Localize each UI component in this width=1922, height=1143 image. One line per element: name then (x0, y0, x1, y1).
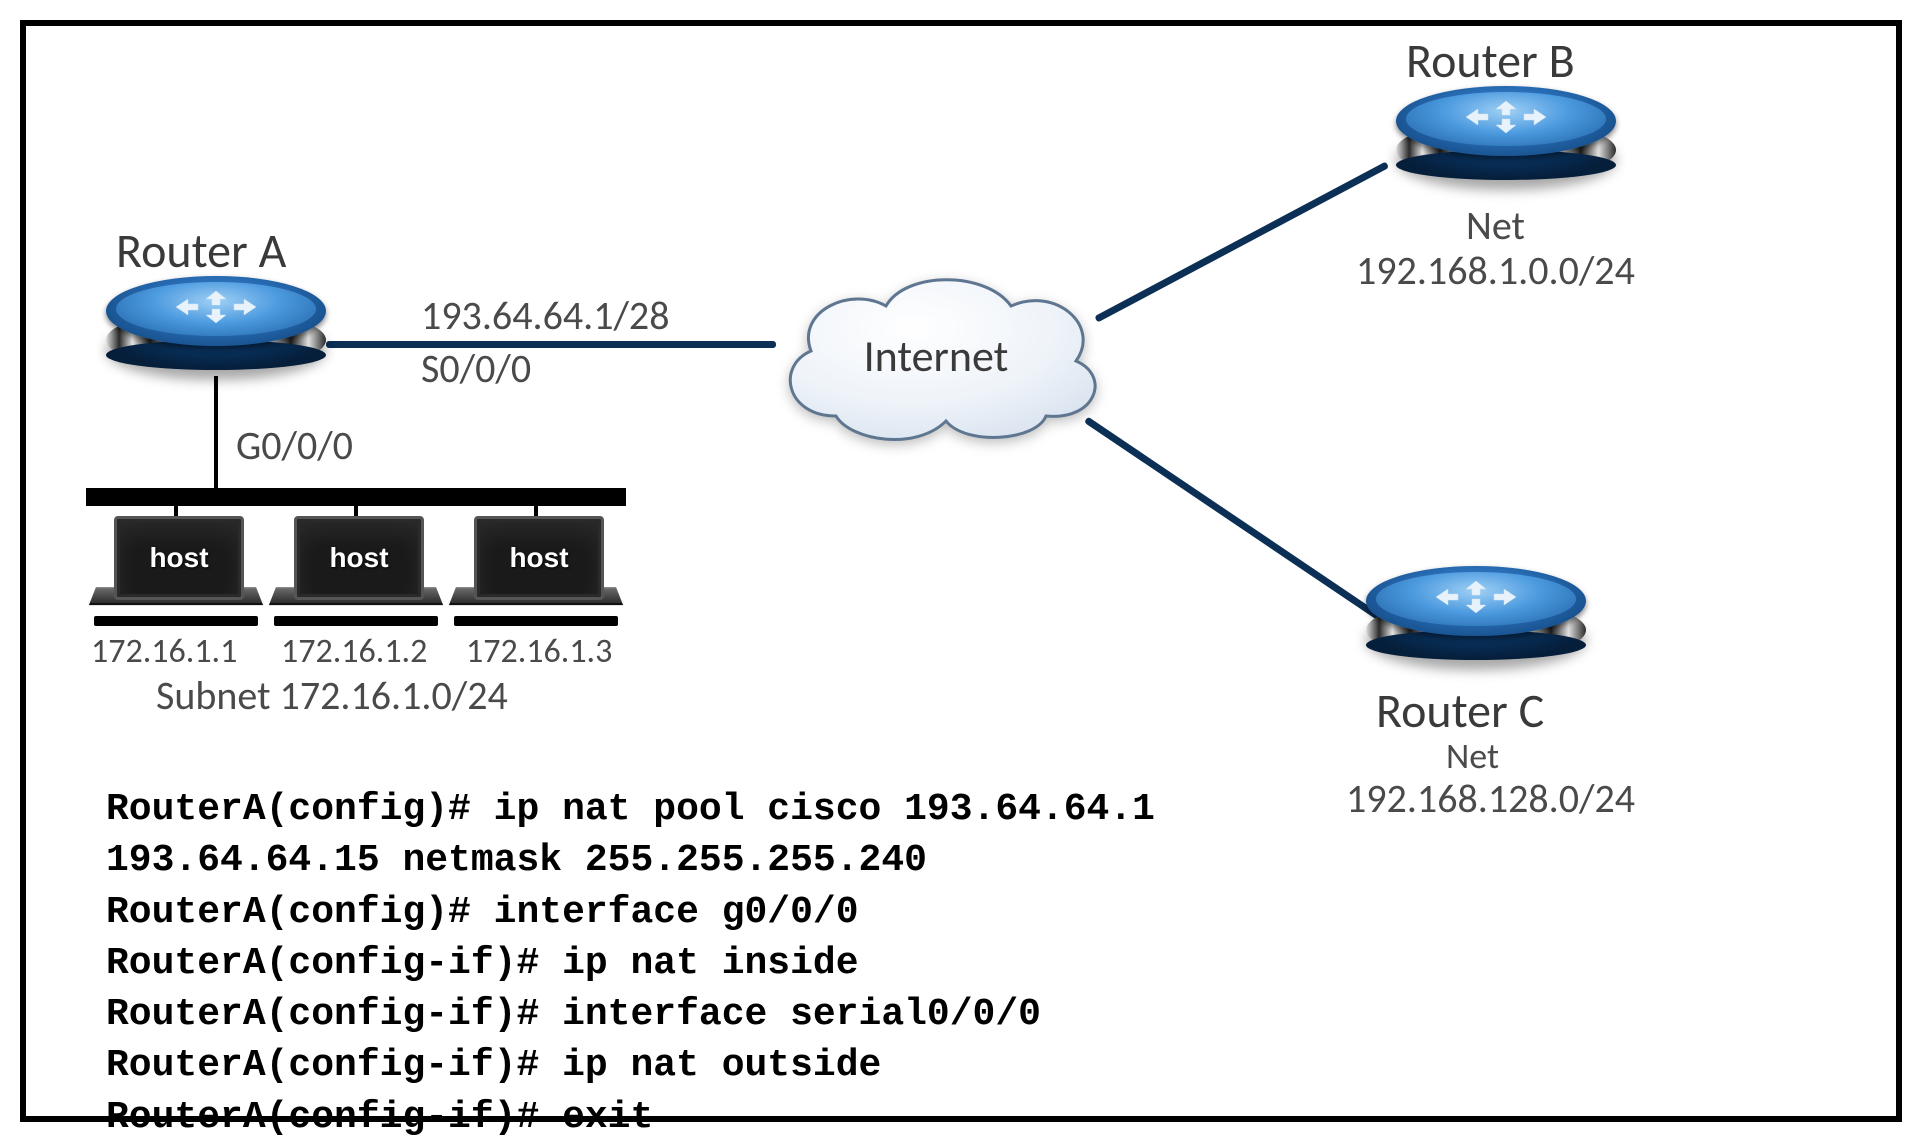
link-0 (326, 341, 776, 348)
host-ip-1: 172.16.1.1 (91, 631, 237, 672)
router-b-net: Net (1466, 201, 1525, 250)
router-b-addr: 192.168.1.0.0/24 (1356, 246, 1635, 295)
router-c-addr: 192.168.128.0/24 (1346, 774, 1635, 823)
host-2: host (276, 516, 436, 626)
lan-uplink (214, 376, 218, 496)
router-b-title: Router B (1406, 31, 1575, 90)
router-a (106, 276, 326, 386)
link-2 (1084, 417, 1395, 630)
router-c (1366, 566, 1586, 676)
router-b (1396, 86, 1616, 196)
host-3: host (456, 516, 616, 626)
router-a-title: Router A (116, 221, 286, 280)
internet-cloud: Internet (756, 256, 1116, 456)
host-screen-label: host (509, 542, 568, 574)
serial-ip-label: 193.64.64.1/28 (421, 291, 669, 340)
host-screen-label: host (149, 542, 208, 574)
subnet-label: Subnet 172.16.1.0/24 (156, 671, 508, 720)
cloud-label: Internet (864, 329, 1009, 383)
router-c-title: Router C (1376, 681, 1544, 740)
diagram-frame: Internet (20, 20, 1902, 1122)
host-1: host (96, 516, 256, 626)
router-c-net: Net (1446, 734, 1499, 778)
gig-if-label: G0/0/0 (236, 421, 353, 470)
host-ip-2: 172.16.1.2 (281, 631, 427, 672)
link-1 (1094, 161, 1389, 322)
cli-output: RouterA(config)# ip nat pool cisco 193.6… (106, 784, 1155, 1143)
host-ip-3: 172.16.1.3 (466, 631, 612, 672)
host-screen-label: host (329, 542, 388, 574)
serial-if-label: S0/0/0 (421, 344, 531, 393)
